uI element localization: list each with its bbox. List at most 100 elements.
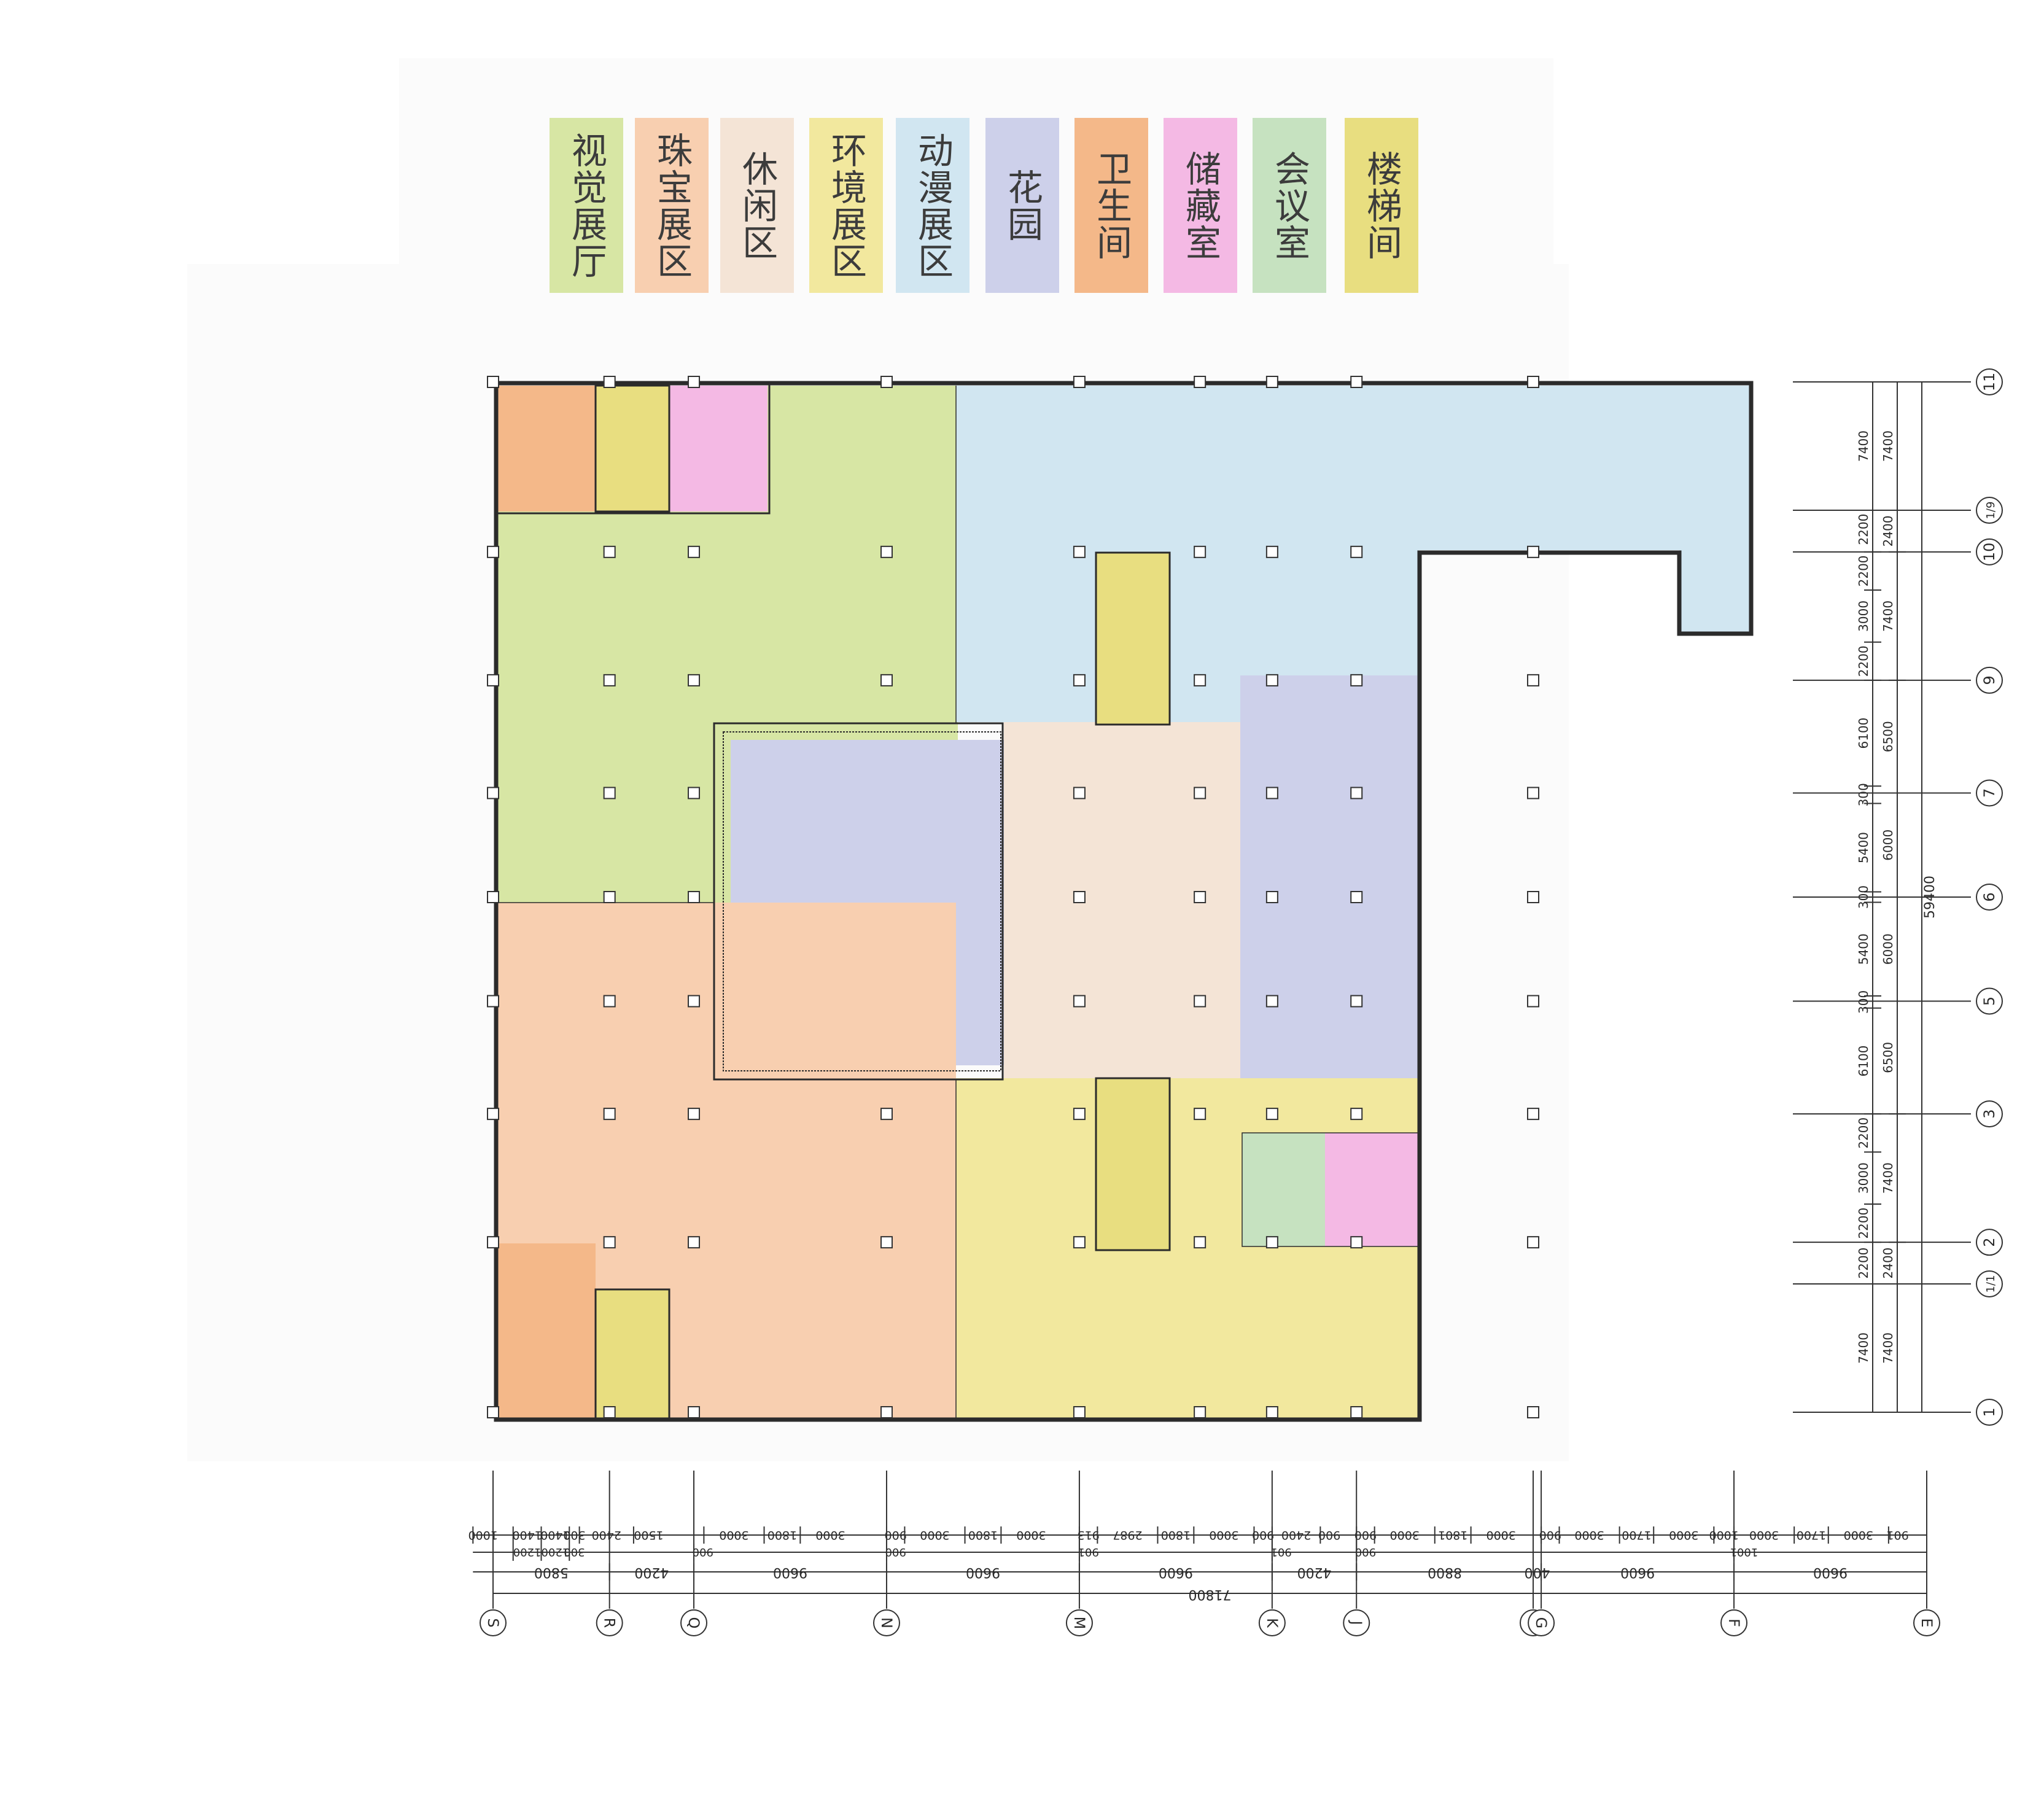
legend-label: 会议室 — [1269, 150, 1310, 261]
legend-label: 休闲区 — [736, 150, 778, 261]
structural-column — [1527, 674, 1540, 686]
dim-text: 7400 — [1881, 430, 1895, 462]
grid-bubble — [1258, 1609, 1286, 1636]
structural-column — [603, 545, 616, 558]
structural-column — [1527, 891, 1540, 903]
grid-row-label: 1/9 — [1984, 502, 1997, 519]
structural-column — [1194, 891, 1207, 903]
structural-column — [603, 995, 616, 1008]
structural-column — [487, 995, 499, 1008]
grid-bubble — [596, 1609, 623, 1636]
grid-column-label: G — [1533, 1617, 1550, 1629]
legend-label: 楼梯间 — [1361, 150, 1402, 261]
dim-text: 900 — [1354, 1528, 1377, 1542]
grid-column-label: Q — [685, 1617, 702, 1629]
walls — [494, 381, 1754, 1422]
dim-text: 300 — [1856, 990, 1871, 1014]
zone-restroom-sw — [497, 1243, 596, 1418]
dim-text: 3000 — [1856, 601, 1871, 632]
dim-text: 2400 — [1281, 1528, 1311, 1542]
zone-environment — [956, 1078, 1418, 1418]
dim-text: 6100 — [1856, 718, 1871, 749]
structural-column — [1350, 674, 1363, 686]
dim-text: 400 — [1525, 1565, 1550, 1580]
grid-row-label: 1 — [1981, 1407, 1998, 1417]
structural-column — [1527, 1108, 1540, 1121]
structural-column — [1350, 995, 1363, 1008]
dim-text: 2987 — [1113, 1528, 1142, 1542]
structural-column — [688, 787, 701, 799]
structural-column — [487, 787, 499, 799]
structural-column — [1265, 787, 1278, 799]
dim-text: 3000 — [1486, 1528, 1516, 1542]
structural-column — [1350, 545, 1363, 558]
dim-text: 900 — [885, 1528, 907, 1542]
dim-text: 2200 — [1856, 1248, 1871, 1279]
zone-storage-nw — [669, 386, 767, 511]
structural-column — [880, 1406, 893, 1418]
structural-column — [688, 376, 701, 388]
legend-chip-anime: 动漫展区 — [896, 118, 970, 293]
zone-stair-sw — [596, 1289, 669, 1418]
legend-label: 视觉展厅 — [565, 131, 607, 279]
structural-column — [1073, 376, 1086, 388]
dim-text: 900 — [885, 1545, 906, 1558]
dim-text: 1801 — [1438, 1528, 1467, 1542]
structural-column — [1194, 787, 1207, 799]
dim-text: 3000 — [1016, 1528, 1046, 1542]
dim-text: 1000 — [1709, 1528, 1739, 1542]
grid-bubble — [480, 1609, 507, 1636]
dim-text: 6500 — [1881, 1042, 1895, 1073]
grid-bubble — [1976, 538, 2003, 566]
grid-bubble — [1976, 779, 2003, 807]
structural-column — [1527, 1406, 1540, 1418]
dim-text: 4200 — [634, 1565, 669, 1580]
legend-label: 环境展区 — [825, 131, 867, 279]
dim-text: 2200 — [1856, 1208, 1871, 1239]
dim-text: 7400 — [1856, 430, 1871, 462]
structural-column — [1073, 674, 1086, 686]
structural-column — [688, 545, 701, 558]
dim-text: 1800 — [968, 1528, 998, 1542]
structural-column — [1194, 376, 1207, 388]
grid-row-label: 9 — [1981, 675, 1998, 685]
grid-bubble — [1343, 1609, 1370, 1636]
structural-column — [1265, 891, 1278, 903]
stair-north-outline — [1095, 551, 1171, 726]
dim-text: 6000 — [1881, 830, 1895, 861]
stair-sw-outline — [594, 1288, 670, 1420]
dim-text: 3000 — [1844, 1528, 1873, 1542]
zone-stair-north-core — [1096, 553, 1170, 725]
grid-bubble — [1976, 666, 2003, 694]
dim-text: 1400 — [512, 1528, 542, 1542]
structural-column — [1073, 545, 1086, 558]
structural-column — [603, 1406, 616, 1418]
service-core-nw — [495, 382, 771, 515]
structural-column — [1194, 674, 1207, 686]
dim-text: 901 — [1886, 1528, 1908, 1542]
grid-bubble — [1976, 1270, 2003, 1297]
structural-column — [1073, 1108, 1086, 1121]
dim-text: 5400 — [1856, 832, 1871, 863]
dim-text: 1000 — [468, 1528, 497, 1542]
structural-column — [688, 1236, 701, 1249]
structural-column — [603, 376, 616, 388]
dim-text: 2200 — [1856, 555, 1871, 586]
grid-bubble — [1528, 1609, 1555, 1636]
dim-text: 5400 — [1856, 933, 1871, 965]
structural-column — [487, 376, 499, 388]
grid-row-label: 1/1 — [1984, 1275, 1997, 1293]
dim-text: 3000 — [1856, 1162, 1871, 1194]
structural-column — [487, 1406, 499, 1418]
dim-text: 9600 — [1620, 1565, 1655, 1580]
dim-text: 9600 — [966, 1565, 1000, 1580]
grid-bubble — [1976, 1100, 2003, 1128]
structural-column — [1194, 995, 1207, 1008]
grid-bubble — [1065, 1609, 1093, 1636]
dim-text: 900 — [693, 1545, 713, 1558]
structural-column — [1265, 674, 1278, 686]
dim-text: 2200 — [1856, 514, 1871, 545]
grid-row-label: 2 — [1981, 1238, 1998, 1247]
structural-column — [1194, 545, 1207, 558]
